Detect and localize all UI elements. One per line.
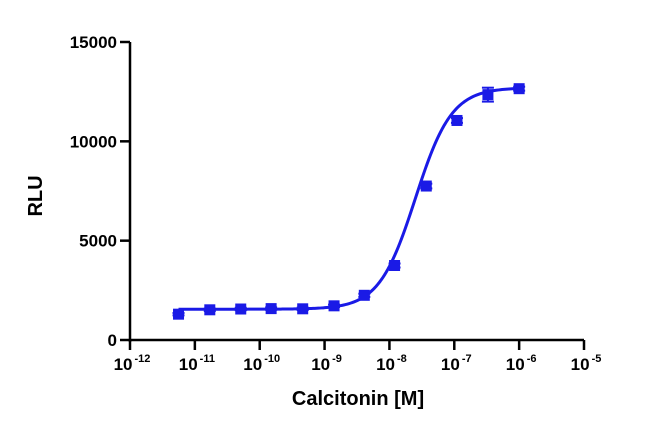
x-tick-base: 10	[311, 355, 330, 374]
y-tick-label: 0	[108, 331, 117, 350]
square-marker	[204, 304, 216, 316]
y-tick-label: 10000	[70, 132, 117, 151]
x-tick-label: 10 -8	[376, 353, 407, 374]
data-point	[328, 300, 341, 312]
y-axis-ticks: 0 5000 10000 15000	[70, 33, 130, 350]
square-marker	[173, 308, 185, 320]
data-point	[203, 304, 216, 316]
x-tick-exponent: -5	[592, 353, 602, 365]
data-point	[265, 303, 278, 315]
data-point	[481, 86, 494, 103]
x-tick-label: 10 -7	[441, 353, 472, 374]
data-point	[172, 308, 185, 320]
data-points	[172, 83, 526, 320]
y-tick-label: 5000	[79, 232, 117, 251]
x-tick-base: 10	[243, 355, 262, 374]
data-point	[388, 260, 401, 271]
x-tick-base: 10	[179, 355, 198, 374]
x-tick-exponent: -10	[264, 353, 280, 365]
x-tick-exponent: -8	[397, 353, 407, 365]
y-axis-title: RLU	[25, 175, 47, 216]
data-point	[420, 180, 433, 192]
x-tick-exponent: -11	[200, 353, 215, 365]
data-point	[358, 289, 371, 301]
x-tick-base: 10	[441, 355, 460, 374]
data-point	[234, 303, 247, 315]
x-tick-label: 10 -10	[243, 353, 280, 374]
data-point	[450, 114, 463, 126]
fit-curve-line	[178, 86, 520, 311]
x-tick-label: 10 -5	[571, 353, 602, 374]
x-tick-exponent: -9	[332, 353, 342, 365]
x-tick-base: 10	[376, 355, 395, 374]
y-tick-label: 15000	[70, 33, 117, 52]
x-tick-base: 10	[114, 355, 133, 374]
data-point	[296, 303, 309, 315]
square-marker	[482, 89, 494, 101]
x-axis-ticks: 10 -12 10 -11 10 -10 10 -9 10 -8 10 -7 10 -6 10 -5	[114, 340, 602, 374]
square-marker	[451, 114, 463, 126]
square-marker	[420, 180, 432, 192]
x-tick-label: 10 -9	[311, 353, 342, 374]
square-marker	[513, 83, 525, 95]
x-tick-label: 10 -12	[114, 353, 151, 374]
square-marker	[265, 303, 277, 315]
square-marker	[235, 303, 247, 315]
x-tick-exponent: -12	[135, 353, 151, 365]
x-tick-base: 10	[571, 355, 590, 374]
square-marker	[358, 289, 370, 301]
x-tick-exponent: -7	[462, 353, 472, 365]
x-tick-exponent: -6	[527, 353, 537, 365]
data-point	[513, 83, 526, 95]
x-tick-label: 10 -6	[506, 353, 537, 374]
x-tick-base: 10	[506, 355, 525, 374]
square-marker	[389, 260, 401, 271]
x-axis-title: Calcitonin [M]	[292, 388, 424, 410]
square-marker	[328, 300, 340, 312]
square-marker	[297, 303, 309, 315]
x-tick-label: 10 -11	[179, 353, 215, 374]
